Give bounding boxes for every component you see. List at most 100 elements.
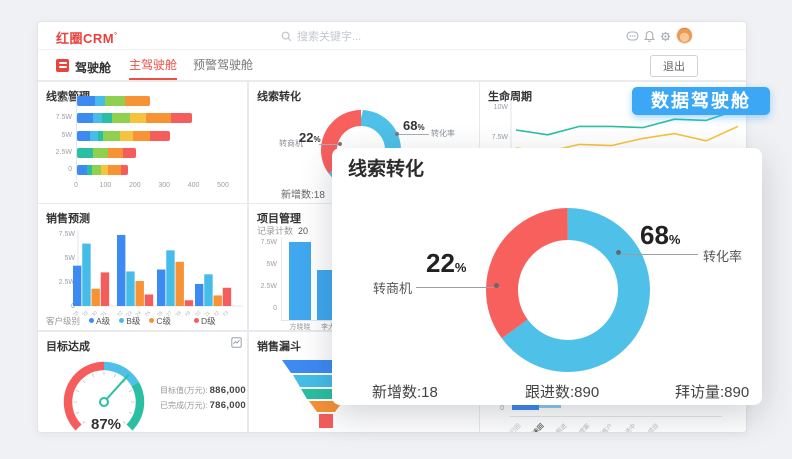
message-icon[interactable] [626,30,639,43]
chart-mini-icon[interactable] [231,337,242,348]
svg-text:08-24: 08-24 [130,310,143,316]
x-tick-label: 0 [74,182,78,189]
svg-text:08-29: 08-29 [76,310,89,316]
y-tick-label: 0 [68,166,72,173]
forecast-bar [82,243,91,306]
x-tick-label: 400 [187,182,200,189]
bar-segment [90,131,98,141]
legend-item[interactable]: A级 [89,315,110,327]
goal-gauge [63,361,145,432]
axis [76,94,77,180]
gear-icon[interactable] [659,30,672,43]
forecast-bar [213,295,222,306]
search-input[interactable]: 搜索关键字... [281,28,361,44]
pct-to-opportunity: 22% [299,130,321,145]
stacked-bar [77,96,151,106]
forecast-bar [135,281,144,306]
bar-segment [97,131,104,141]
forecast-bar [144,294,154,306]
stacked-bar [77,113,192,123]
bar-segment [119,131,133,141]
y-tick-label: 5W [61,132,73,139]
stat-visit-count: 拜访量:890 [675,384,750,401]
legend-item[interactable]: B级 [119,315,140,327]
axis [281,238,282,320]
series-teal [515,108,739,136]
svg-text:08-22: 08-22 [208,310,221,316]
bar-segment [87,165,92,175]
data-dashboard-badge[interactable]: 数据驾驶舱 [632,87,770,115]
leader-line [416,287,494,288]
tab-alert-dashboard[interactable]: 预警驾驶舱 [193,58,254,72]
topbar: 红圈CRM° 搜索关键字... [38,22,746,50]
svg-text:08-31: 08-31 [95,310,108,316]
leader-dot [494,283,499,288]
bar-segment [91,165,101,175]
bar-segment [129,113,147,123]
pct-conversion-rate: 68% [403,118,425,133]
bar-segment [103,131,120,141]
legend-item[interactable]: C级 [149,315,171,327]
panel-title: 销售漏斗 [257,341,301,353]
goal-done: 已完成(万元): 786,000 [160,400,247,411]
bar-segment [77,131,91,141]
goal-percent: 87% [90,416,122,433]
svg-text:08-21: 08-21 [198,310,211,316]
forecast-bar [91,288,100,306]
forecast-bar [195,283,204,306]
svg-text:08-25: 08-25 [139,310,152,316]
axis [510,416,722,417]
svg-text:08-29: 08-29 [179,310,192,316]
search-icon [281,31,292,41]
label-to-opportunity: 转商机 [279,139,303,148]
legend-item[interactable]: D级 [194,315,216,327]
forecast-bar-chart: 7.5W5W2.5W008-2808-2908-3008-3108-2208-2… [59,230,243,316]
bar-segment [93,148,108,158]
bar-segment [146,113,172,123]
forecast-bar [117,234,126,306]
bar-segment [171,113,192,123]
bar-segment [77,113,94,123]
panel-title: 线索转化 [257,91,301,103]
svg-text:10W: 10W [494,104,509,111]
leader-dot [395,132,399,136]
svg-text:08-23: 08-23 [217,310,230,316]
y-tick-label: 7.5W [260,239,277,246]
y-tick-label: 10W [57,97,72,104]
bar-segment [125,96,151,106]
bar-segment [77,96,95,106]
bell-icon[interactable] [643,30,656,43]
tabbar: 驾驶舱 主驾驶舱 预警驾驶舱 退出 [38,50,746,81]
leader-dot [338,142,342,146]
svg-text:08-20: 08-20 [189,310,202,316]
stacked-bar [77,131,170,141]
zero-tick: 0 [500,405,504,412]
bar-segment [132,131,151,141]
svg-text:7.5W: 7.5W [492,134,509,141]
exit-button[interactable]: 退出 [650,55,698,77]
user-avatar[interactable] [676,27,693,44]
project-bar [289,242,311,320]
bar-segment [77,148,94,158]
panel-title: 销售预测 [46,213,90,225]
bar-segment [100,165,108,175]
stat-new-count: 新增数:18 [372,384,438,401]
bar-label: 方晓晓 [289,324,311,330]
svg-text:08-23: 08-23 [120,310,133,316]
forecast-bar [166,250,175,306]
svg-text:2.5W: 2.5W [59,279,76,286]
card-title: 线索转化 [348,159,425,180]
bar-segment [112,113,130,123]
goal-target: 目标值(万元): 886,000 [160,385,247,396]
lead-conversion-card: 线索转化 转商机 22% 68% 转化率 新增数:18 跟进数:890 拜访量:… [332,148,762,405]
pct-to-opportunity: 22% [426,248,467,278]
tab-main-dashboard[interactable]: 主驾驶舱 [129,50,178,80]
bar-segment [93,113,102,123]
svg-text:5W: 5W [65,255,76,262]
panel-title: 目标达成 [46,341,90,353]
svg-text:7.5W: 7.5W [59,231,76,238]
pct-conversion-rate: 68% [640,220,681,250]
x-tick-label: 300 [158,182,171,189]
label-conversion-rate: 转化率 [703,249,743,264]
label-to-opportunity: 转商机 [373,281,413,296]
